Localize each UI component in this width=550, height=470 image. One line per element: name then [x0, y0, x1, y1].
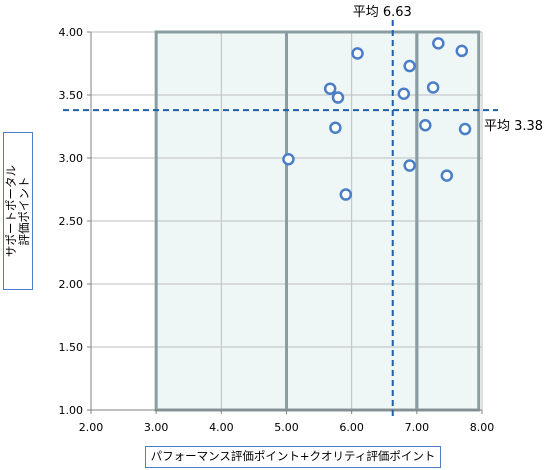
data-point-3 — [329, 121, 342, 135]
x-tick-label: 8.00 — [470, 421, 495, 434]
y-tick-label: 1.50 — [59, 341, 84, 354]
y-tick-label: 4.00 — [59, 26, 84, 39]
x-tick-label: 2.00 — [79, 421, 104, 434]
data-point-4 — [331, 91, 345, 104]
y-tick-label: 3.50 — [59, 89, 84, 102]
label-layer: 平均 6.63 平均 3.38 — [353, 5, 543, 134]
grid-layer — [91, 30, 483, 412]
average-lines — [63, 20, 498, 418]
x-tick-label: 4.00 — [209, 421, 234, 434]
data-point-14 — [455, 44, 469, 58]
data-point-5 — [339, 188, 353, 201]
y-tick-label: 2.50 — [59, 215, 84, 228]
data-point-2 — [323, 82, 337, 95]
data-point-7 — [397, 87, 411, 100]
x-tick-label: 6.00 — [339, 421, 364, 434]
data-point-15 — [458, 122, 472, 136]
axes-layer: 2.00 3.00 4.00 5.00 6.00 7.00 8.00 1.00 1.50 2.00… — [59, 26, 495, 434]
y-tick-label: 1.00 — [59, 404, 84, 417]
y-axis-label: サポートポータル 評価ポイント — [4, 165, 31, 257]
data-point-11 — [426, 81, 440, 94]
data-point-1 — [282, 153, 295, 166]
x-tick-label: 7.00 — [405, 421, 430, 434]
y-tick-label: 3.00 — [59, 152, 84, 165]
average-x-label: 平均 6.63 — [353, 5, 412, 20]
points-layer — [282, 37, 472, 201]
data-point-13 — [440, 169, 454, 182]
x-tick-label: 3.00 — [144, 421, 169, 434]
data-point-10 — [419, 118, 432, 132]
x-axis-label: パフォーマンス評価ポイント+クオリティ評価ポイント — [145, 446, 441, 468]
data-point-12 — [432, 37, 445, 50]
data-point-9 — [403, 159, 416, 172]
y-tick-label: 2.00 — [59, 278, 84, 291]
average-y-label: 平均 3.38 — [484, 119, 543, 134]
x-tick-label: 5.00 — [274, 421, 299, 434]
data-point-6 — [351, 47, 364, 60]
y-axis-label-box: サポートポータル 評価ポイント — [3, 132, 33, 290]
data-point-8 — [403, 59, 416, 73]
